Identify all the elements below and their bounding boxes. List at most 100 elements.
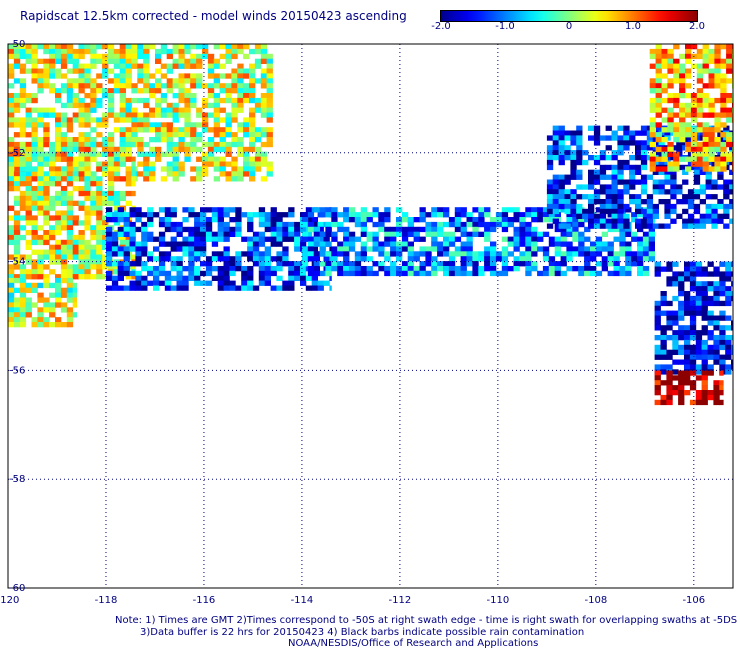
data-cell xyxy=(49,234,56,241)
data-cell xyxy=(249,88,256,94)
data-cell xyxy=(654,399,661,406)
data-cell xyxy=(490,261,497,267)
data-cell xyxy=(617,213,624,219)
data-cell xyxy=(599,223,607,229)
data-cell xyxy=(611,184,618,190)
data-cell xyxy=(8,141,15,148)
data-cell xyxy=(401,261,409,267)
data-cell xyxy=(49,171,56,177)
data-cell xyxy=(19,97,27,104)
data-cell xyxy=(270,221,277,228)
data-cell xyxy=(217,207,224,213)
data-cell xyxy=(117,266,124,272)
data-cell xyxy=(714,161,721,167)
data-cell xyxy=(149,166,156,172)
data-cell xyxy=(317,270,324,277)
data-cell xyxy=(8,156,15,162)
data-cell xyxy=(205,217,213,223)
data-cell xyxy=(678,344,685,351)
data-cell xyxy=(699,189,706,195)
data-cell xyxy=(196,176,203,182)
data-cell xyxy=(313,231,320,237)
data-cell xyxy=(149,127,156,133)
data-cell xyxy=(425,212,432,218)
data-cell xyxy=(708,53,715,60)
data-cell xyxy=(588,199,595,205)
data-cell xyxy=(102,141,109,148)
data-cell xyxy=(25,195,32,202)
data-cell xyxy=(693,189,701,195)
data-cell xyxy=(599,155,607,161)
data-cell xyxy=(513,246,520,252)
data-cell xyxy=(172,127,179,133)
data-cell xyxy=(31,176,38,182)
y-tick-labels: -50-52-54-56-58-60 xyxy=(9,39,25,594)
data-cell xyxy=(640,218,648,224)
data-cell xyxy=(194,226,201,233)
data-cell xyxy=(348,231,356,237)
data-cell xyxy=(419,226,426,233)
data-cell xyxy=(348,246,356,252)
data-cell xyxy=(8,302,15,308)
data-cell xyxy=(300,266,307,272)
data-cell xyxy=(235,217,242,223)
data-cell xyxy=(678,276,685,282)
data-cell xyxy=(19,127,27,133)
data-cell xyxy=(207,112,215,118)
data-cell xyxy=(319,246,326,252)
data-cell xyxy=(678,281,685,287)
data-cell xyxy=(219,63,226,69)
data-cell xyxy=(8,205,15,211)
data-cell xyxy=(672,276,679,282)
data-cell xyxy=(137,127,144,133)
data-cell xyxy=(611,208,618,215)
data-cell xyxy=(55,230,62,236)
data-cell xyxy=(184,151,191,157)
data-cell xyxy=(119,176,126,182)
data-cell xyxy=(184,58,191,64)
data-cell xyxy=(396,246,403,252)
data-cell xyxy=(229,217,236,223)
data-cell xyxy=(178,63,185,69)
data-cell xyxy=(235,261,242,267)
data-cell xyxy=(294,226,301,233)
data-cell xyxy=(170,226,177,233)
data-cell xyxy=(673,93,680,99)
data-cell xyxy=(588,203,595,210)
data-cell xyxy=(325,207,332,213)
data-cell xyxy=(178,48,185,55)
data-cell xyxy=(31,146,38,153)
data-cell xyxy=(84,274,91,280)
data-cell xyxy=(13,220,21,226)
data-cell xyxy=(143,97,150,104)
data-cell xyxy=(96,239,103,246)
data-cell xyxy=(19,282,27,289)
data-cell xyxy=(513,217,520,223)
data-cell xyxy=(31,317,38,323)
data-cell xyxy=(578,236,585,242)
data-cell xyxy=(8,68,15,74)
data-cell xyxy=(254,102,262,109)
data-cell xyxy=(696,151,704,157)
data-cell xyxy=(141,285,148,291)
data-cell xyxy=(731,281,734,287)
data-cell xyxy=(720,161,727,167)
data-cell xyxy=(164,207,172,213)
data-cell xyxy=(84,166,91,172)
data-cell xyxy=(149,73,156,79)
data-cell xyxy=(84,137,91,143)
data-cell xyxy=(678,385,685,391)
data-cell xyxy=(625,270,632,277)
data-cell xyxy=(31,151,38,157)
data-cell xyxy=(572,217,579,223)
data-cell xyxy=(599,218,607,224)
data-cell xyxy=(66,215,74,221)
data-cell xyxy=(260,102,268,109)
data-cell xyxy=(72,48,79,55)
data-cell xyxy=(713,300,720,307)
data-cell xyxy=(282,236,289,242)
data-cell xyxy=(325,270,332,277)
data-cell xyxy=(49,269,56,275)
data-cell xyxy=(696,93,704,99)
data-cell xyxy=(687,223,695,229)
